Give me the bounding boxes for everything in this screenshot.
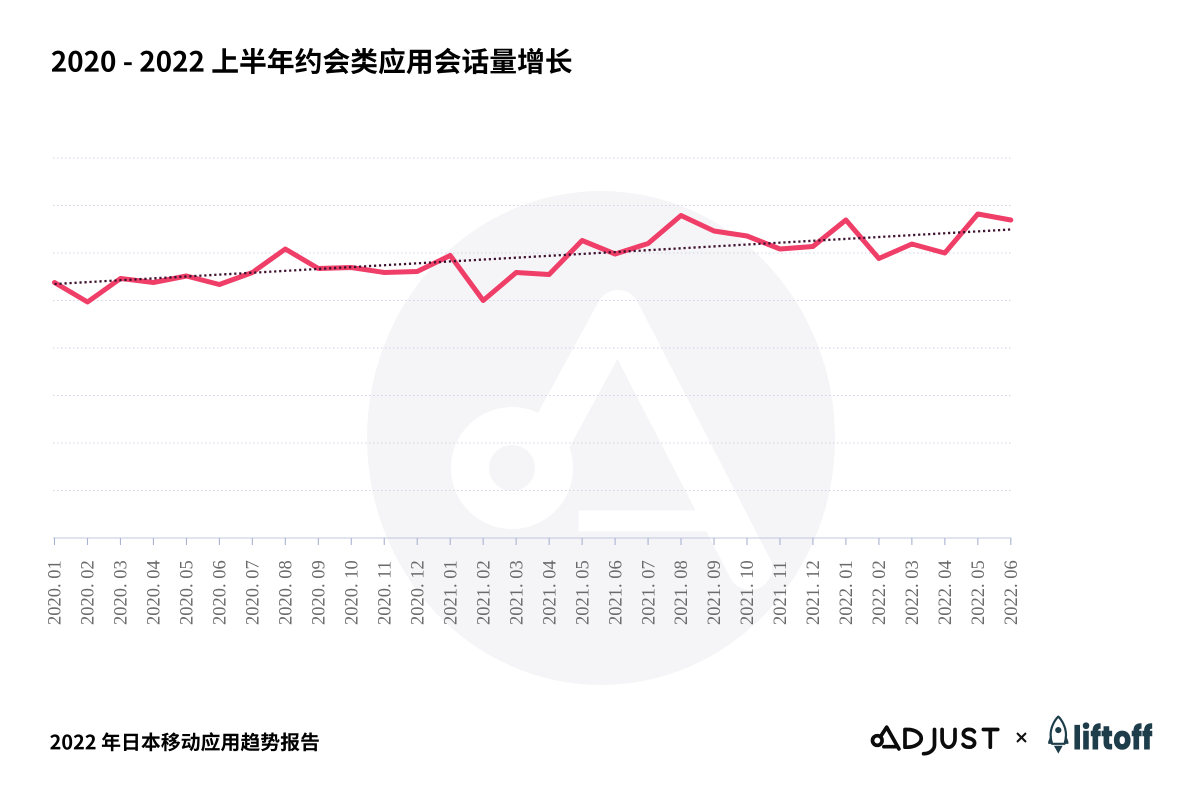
svg-text:2021. 04: 2021. 04 (540, 560, 560, 625)
svg-text:2022. 04: 2022. 04 (936, 560, 956, 625)
svg-text:2020. 10: 2020. 10 (343, 560, 363, 625)
svg-text:2022. 03: 2022. 03 (903, 560, 923, 625)
svg-text:2020. 05: 2020. 05 (178, 560, 198, 625)
svg-text:2021. 01: 2021. 01 (441, 560, 461, 625)
svg-text:2020. 12: 2020. 12 (408, 560, 428, 625)
svg-text:2021. 05: 2021. 05 (573, 560, 593, 625)
svg-text:2021. 12: 2021. 12 (804, 560, 824, 625)
svg-text:2021. 08: 2021. 08 (672, 560, 692, 625)
svg-text:2020. 08: 2020. 08 (277, 560, 297, 625)
svg-text:2021. 09: 2021. 09 (705, 560, 725, 625)
svg-text:2020. 02: 2020. 02 (79, 560, 99, 625)
svg-text:2020. 11: 2020. 11 (376, 561, 396, 625)
svg-text:2021. 02: 2021. 02 (474, 560, 494, 625)
svg-text:2020. 09: 2020. 09 (310, 560, 330, 625)
svg-text:2020. 04: 2020. 04 (145, 560, 165, 625)
svg-text:2021. 11: 2021. 11 (771, 561, 791, 625)
svg-text:2022. 05: 2022. 05 (969, 560, 989, 625)
svg-text:2020. 03: 2020. 03 (112, 560, 132, 625)
svg-text:2020. 07: 2020. 07 (244, 560, 264, 625)
svg-text:2021. 06: 2021. 06 (606, 560, 626, 625)
svg-text:2021. 07: 2021. 07 (639, 560, 659, 625)
svg-text:2020. 06: 2020. 06 (211, 560, 231, 625)
svg-text:2020. 01: 2020. 01 (46, 560, 66, 625)
svg-text:2022. 02: 2022. 02 (870, 560, 890, 625)
svg-text:2022. 06: 2022. 06 (1002, 560, 1022, 625)
svg-text:2021. 10: 2021. 10 (738, 560, 758, 625)
svg-text:2022. 01: 2022. 01 (837, 560, 857, 625)
svg-text:2021. 03: 2021. 03 (507, 560, 527, 625)
